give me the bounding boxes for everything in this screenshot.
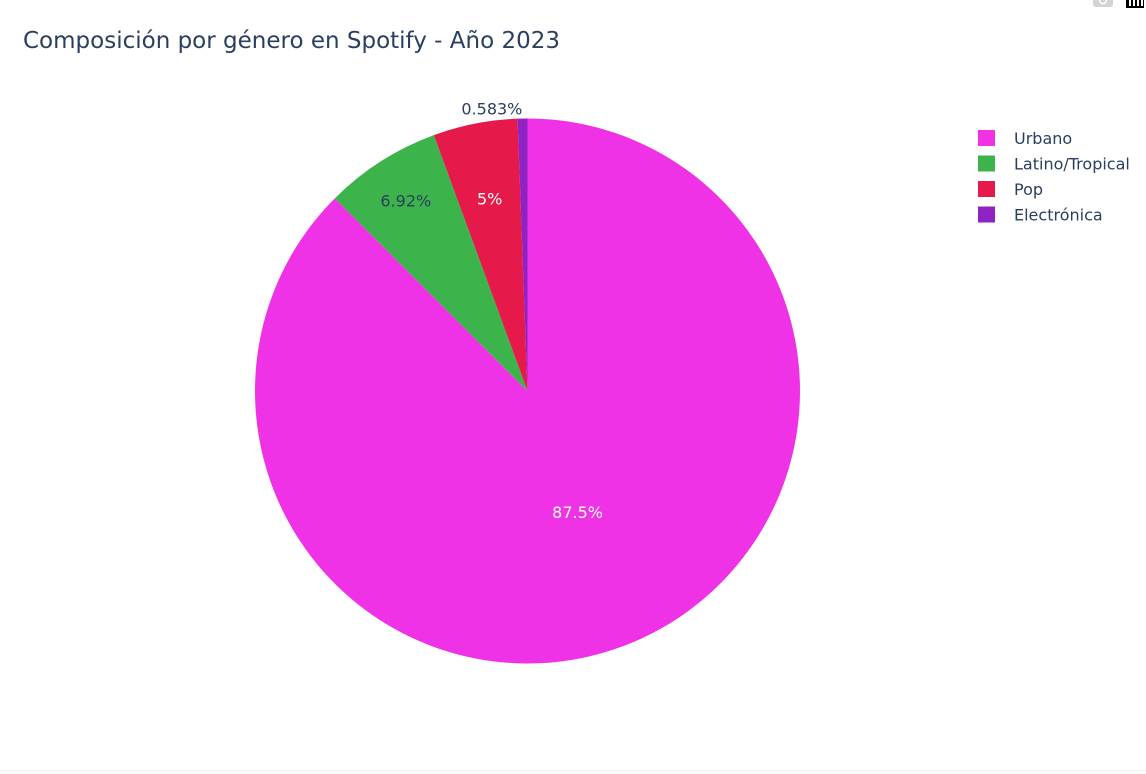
legend-label-pop: Pop — [1014, 180, 1043, 199]
pie-slice-electronica[interactable] — [517, 118, 528, 391]
legend-item-electronica[interactable]: Electrónica — [978, 206, 1103, 225]
pie-slice-pop[interactable] — [433, 118, 528, 392]
legend-item-pop[interactable]: Pop — [978, 180, 1043, 199]
legend-item-urbano[interactable]: Urbano — [978, 129, 1072, 148]
legend-swatch-pop — [978, 181, 995, 197]
modebar — [1092, 0, 1146, 8]
pie-slices — [255, 118, 801, 664]
slice-label-latino-tropical: 6.92% — [380, 191, 431, 210]
legend: Urbano Latino/Tropical Pop Electrónica — [978, 129, 1130, 225]
legend-swatch-urbano — [978, 130, 995, 146]
pie-slice-latino-tropical[interactable] — [334, 135, 528, 391]
legend-item-latino-tropical[interactable]: Latino/Tropical — [978, 155, 1130, 174]
camera-icon[interactable] — [1092, 0, 1114, 8]
pie-labels: 87.5% 6.92% 5% 0.583% — [380, 100, 603, 522]
legend-label-urbano: Urbano — [1014, 129, 1072, 148]
legend-swatch-electronica — [978, 206, 995, 223]
chart-title: Composición por género en Spotify - Año … — [23, 28, 560, 54]
slice-label-urbano: 87.5% — [552, 503, 603, 522]
pie-slice-urbano[interactable] — [255, 118, 801, 664]
legend-label-electronica: Electrónica — [1014, 206, 1103, 225]
slice-label-electronica: 0.583% — [461, 100, 522, 119]
legend-swatch-latino-tropical — [978, 155, 995, 172]
bottom-divider — [0, 770, 1146, 771]
legend-label-latino-tropical: Latino/Tropical — [1014, 155, 1130, 174]
plotly-logo-icon[interactable] — [1124, 0, 1146, 8]
slice-label-pop: 5% — [477, 190, 502, 209]
